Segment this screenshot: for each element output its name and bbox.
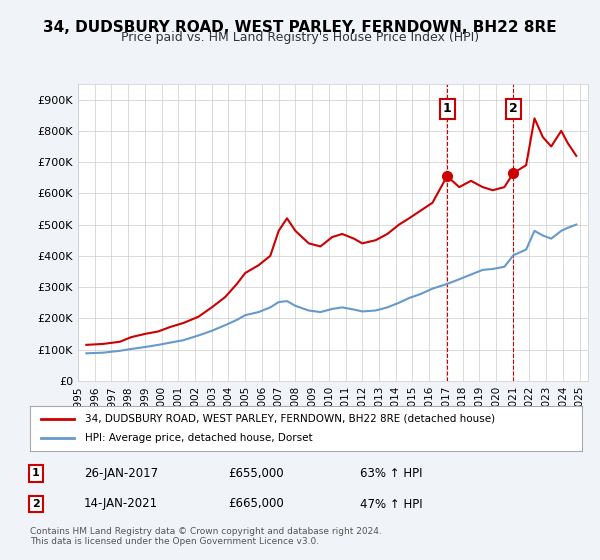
Text: 14-JAN-2021: 14-JAN-2021 <box>84 497 158 511</box>
Text: Contains HM Land Registry data © Crown copyright and database right 2024.
This d: Contains HM Land Registry data © Crown c… <box>30 526 382 546</box>
Text: 1: 1 <box>443 102 451 115</box>
Text: 1: 1 <box>32 468 40 478</box>
Text: 2: 2 <box>509 102 518 115</box>
Text: 47% ↑ HPI: 47% ↑ HPI <box>360 497 422 511</box>
Text: 34, DUDSBURY ROAD, WEST PARLEY, FERNDOWN, BH22 8RE: 34, DUDSBURY ROAD, WEST PARLEY, FERNDOWN… <box>43 20 557 35</box>
Text: HPI: Average price, detached house, Dorset: HPI: Average price, detached house, Dors… <box>85 433 313 444</box>
Text: £655,000: £655,000 <box>228 466 284 480</box>
Text: 63% ↑ HPI: 63% ↑ HPI <box>360 466 422 480</box>
Text: Price paid vs. HM Land Registry's House Price Index (HPI): Price paid vs. HM Land Registry's House … <box>121 31 479 44</box>
Text: 26-JAN-2017: 26-JAN-2017 <box>84 466 158 480</box>
Text: 34, DUDSBURY ROAD, WEST PARLEY, FERNDOWN, BH22 8RE (detached house): 34, DUDSBURY ROAD, WEST PARLEY, FERNDOWN… <box>85 413 496 423</box>
Text: £665,000: £665,000 <box>228 497 284 511</box>
Text: 2: 2 <box>32 499 40 509</box>
